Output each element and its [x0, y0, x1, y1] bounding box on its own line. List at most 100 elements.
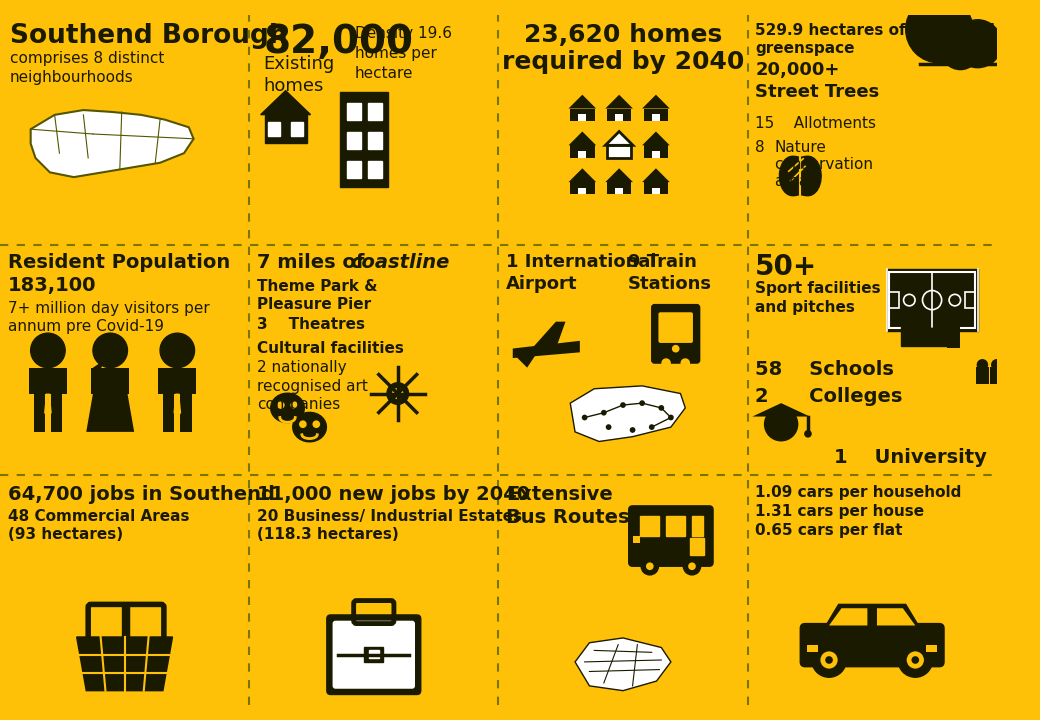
Circle shape: [386, 382, 410, 405]
Circle shape: [605, 424, 612, 430]
Polygon shape: [174, 394, 181, 420]
Circle shape: [906, 0, 972, 63]
Circle shape: [821, 652, 837, 669]
Polygon shape: [261, 91, 311, 114]
Circle shape: [812, 643, 847, 678]
Circle shape: [30, 333, 66, 368]
Bar: [347, 103, 361, 120]
Polygon shape: [264, 114, 307, 143]
Circle shape: [672, 345, 679, 353]
Bar: [947, 323, 960, 348]
Polygon shape: [829, 608, 867, 626]
Polygon shape: [642, 132, 670, 145]
Text: 2 nationally
recognised art
companies: 2 nationally recognised art companies: [257, 360, 368, 412]
Bar: [976, 366, 989, 384]
Bar: [615, 188, 623, 194]
Polygon shape: [513, 354, 537, 368]
Bar: [901, 312, 948, 346]
Polygon shape: [605, 168, 633, 182]
Bar: [268, 122, 280, 136]
Text: 0.65 cars per flat: 0.65 cars per flat: [755, 523, 903, 538]
Circle shape: [668, 415, 674, 420]
Circle shape: [581, 415, 588, 420]
Circle shape: [763, 407, 799, 441]
Bar: [935, 18, 943, 63]
Circle shape: [977, 359, 988, 371]
Text: 1    University: 1 University: [834, 448, 987, 467]
Polygon shape: [513, 341, 580, 358]
Circle shape: [277, 401, 285, 409]
Polygon shape: [570, 386, 685, 441]
Text: 1.09 cars per household: 1.09 cars per household: [755, 485, 962, 500]
Circle shape: [392, 388, 404, 400]
Text: 20 Business/ Industrial Estates
(118.3 hectares): 20 Business/ Industrial Estates (118.3 h…: [257, 508, 522, 542]
Text: 58    Schools: 58 Schools: [755, 360, 894, 379]
Circle shape: [680, 359, 691, 368]
Bar: [632, 536, 641, 544]
Bar: [692, 516, 703, 536]
Circle shape: [991, 359, 1003, 371]
Polygon shape: [642, 95, 670, 109]
Bar: [33, 394, 45, 432]
Bar: [347, 132, 361, 149]
Bar: [347, 161, 361, 178]
Text: 9 Train
Stations: 9 Train Stations: [628, 253, 711, 293]
Polygon shape: [570, 109, 595, 121]
FancyBboxPatch shape: [333, 621, 415, 689]
Circle shape: [954, 19, 1002, 68]
Polygon shape: [644, 145, 669, 158]
FancyBboxPatch shape: [801, 624, 944, 667]
Circle shape: [290, 401, 298, 409]
Circle shape: [646, 562, 654, 570]
Circle shape: [899, 643, 933, 678]
Text: Theme Park &
Pleasure Pier: Theme Park & Pleasure Pier: [257, 279, 378, 312]
Text: 1.31 cars per house: 1.31 cars per house: [755, 504, 925, 519]
Circle shape: [804, 430, 812, 438]
Bar: [652, 150, 659, 158]
Text: 48 Commercial Areas
(93 hectares): 48 Commercial Areas (93 hectares): [7, 508, 189, 542]
Bar: [957, 39, 964, 70]
Bar: [973, 32, 982, 68]
Text: Sport facilities
and pitches: Sport facilities and pitches: [755, 282, 881, 315]
Circle shape: [688, 562, 696, 570]
Text: 20,000+
Street Trees: 20,000+ Street Trees: [755, 61, 880, 102]
Circle shape: [620, 402, 626, 408]
Text: Southend Borough: Southend Borough: [9, 22, 287, 49]
Polygon shape: [605, 132, 633, 145]
Text: Existing
homes: Existing homes: [263, 55, 335, 96]
Bar: [364, 647, 384, 662]
Bar: [368, 132, 383, 149]
Polygon shape: [92, 368, 129, 394]
Circle shape: [312, 420, 320, 428]
Polygon shape: [270, 393, 305, 423]
Text: 82,000: 82,000: [263, 22, 414, 60]
Polygon shape: [607, 145, 631, 158]
Text: coastline: coastline: [349, 253, 449, 271]
Text: 1 International
Airport: 1 International Airport: [506, 253, 656, 293]
Circle shape: [658, 405, 665, 411]
Bar: [291, 122, 303, 136]
Text: 8: 8: [755, 140, 764, 155]
Polygon shape: [644, 182, 669, 194]
Circle shape: [941, 31, 980, 70]
Bar: [163, 394, 175, 432]
Polygon shape: [569, 95, 596, 109]
Text: 23,620 homes
required by 2040: 23,620 homes required by 2040: [501, 22, 745, 74]
Bar: [926, 644, 937, 652]
Text: 11,000 new jobs by 2040: 11,000 new jobs by 2040: [257, 485, 530, 503]
Circle shape: [300, 420, 307, 428]
Polygon shape: [877, 608, 915, 626]
Bar: [990, 366, 1004, 384]
Polygon shape: [607, 182, 631, 194]
Circle shape: [160, 333, 194, 368]
Bar: [965, 292, 974, 307]
Bar: [807, 644, 818, 652]
FancyBboxPatch shape: [652, 305, 700, 363]
Polygon shape: [752, 403, 810, 417]
Bar: [578, 114, 586, 121]
Circle shape: [661, 359, 671, 368]
Polygon shape: [570, 145, 595, 158]
Bar: [652, 188, 659, 194]
Circle shape: [640, 400, 645, 406]
Polygon shape: [825, 604, 920, 629]
